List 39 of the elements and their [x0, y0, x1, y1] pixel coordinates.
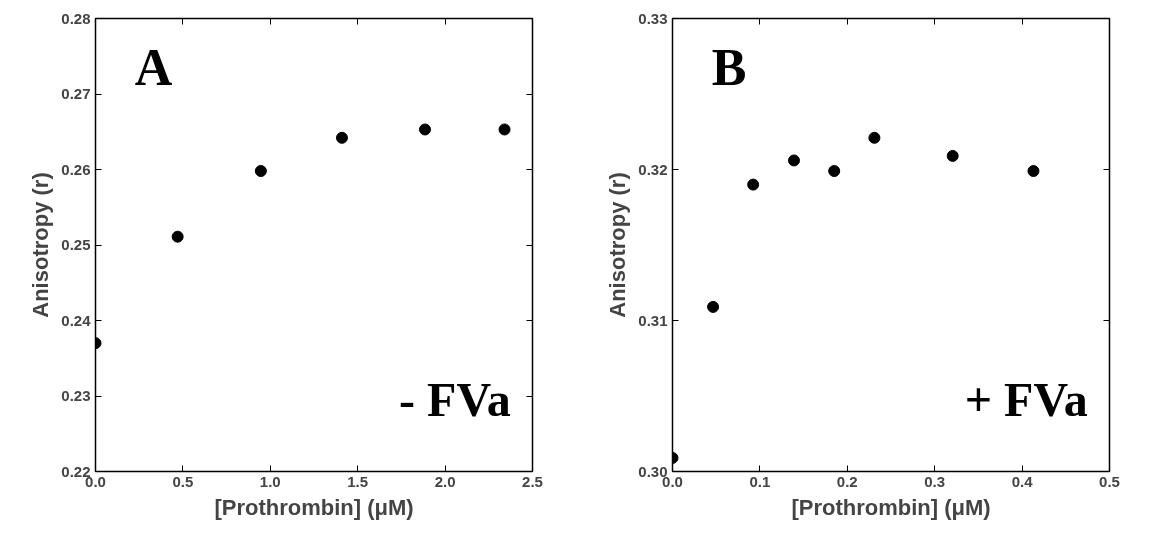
y-tick-label: 0.28	[61, 9, 91, 27]
x-tick-label: 0.5	[1099, 472, 1120, 490]
x-tick-label: 0.4	[1011, 472, 1034, 490]
x-tick-label: 0.1	[749, 472, 771, 490]
x-axis-title: [Prothrombin] (μM)	[791, 494, 991, 520]
y-axis-title: Anisotropy (r)	[605, 172, 631, 318]
x-axis-title: [Prothrombin] (μM)	[214, 494, 414, 520]
point	[254, 165, 267, 177]
x-tick-label: 0.2	[836, 472, 858, 490]
y-tick-label: 0.23	[61, 387, 91, 404]
point	[747, 178, 760, 191]
point	[787, 154, 800, 167]
point	[498, 123, 511, 136]
annotation: B	[711, 38, 747, 96]
point	[419, 123, 431, 136]
x-tick-label: 2.5	[522, 472, 543, 490]
point	[828, 165, 841, 177]
x-tick-label: 2.0	[434, 472, 456, 490]
y-tick-label: 0.25	[61, 236, 91, 253]
y-tick-label: 0.32	[638, 160, 668, 178]
point	[335, 131, 348, 144]
x-tick-label: 0.3	[924, 472, 946, 490]
annotation: - FVa	[399, 373, 511, 427]
y-tick-label: 0.24	[61, 311, 92, 329]
y-tick-label: 0.27	[61, 85, 91, 102]
x-tick-label: 1.0	[259, 472, 281, 490]
point	[707, 300, 720, 313]
y-tick-label: 0.26	[61, 160, 91, 178]
y-axis-title: Anisotropy (r)	[28, 172, 54, 318]
x-tick-label: 1.5	[347, 472, 369, 490]
point	[171, 230, 184, 243]
point	[1027, 165, 1040, 177]
annotation: A	[134, 38, 173, 96]
y-tick-label: 0.33	[638, 9, 668, 27]
point	[946, 149, 959, 162]
x-tick-label: 0.5	[172, 472, 194, 490]
point	[868, 131, 881, 144]
annotation: + FVa	[964, 373, 1088, 427]
y-tick-label: 0.31	[638, 311, 668, 329]
